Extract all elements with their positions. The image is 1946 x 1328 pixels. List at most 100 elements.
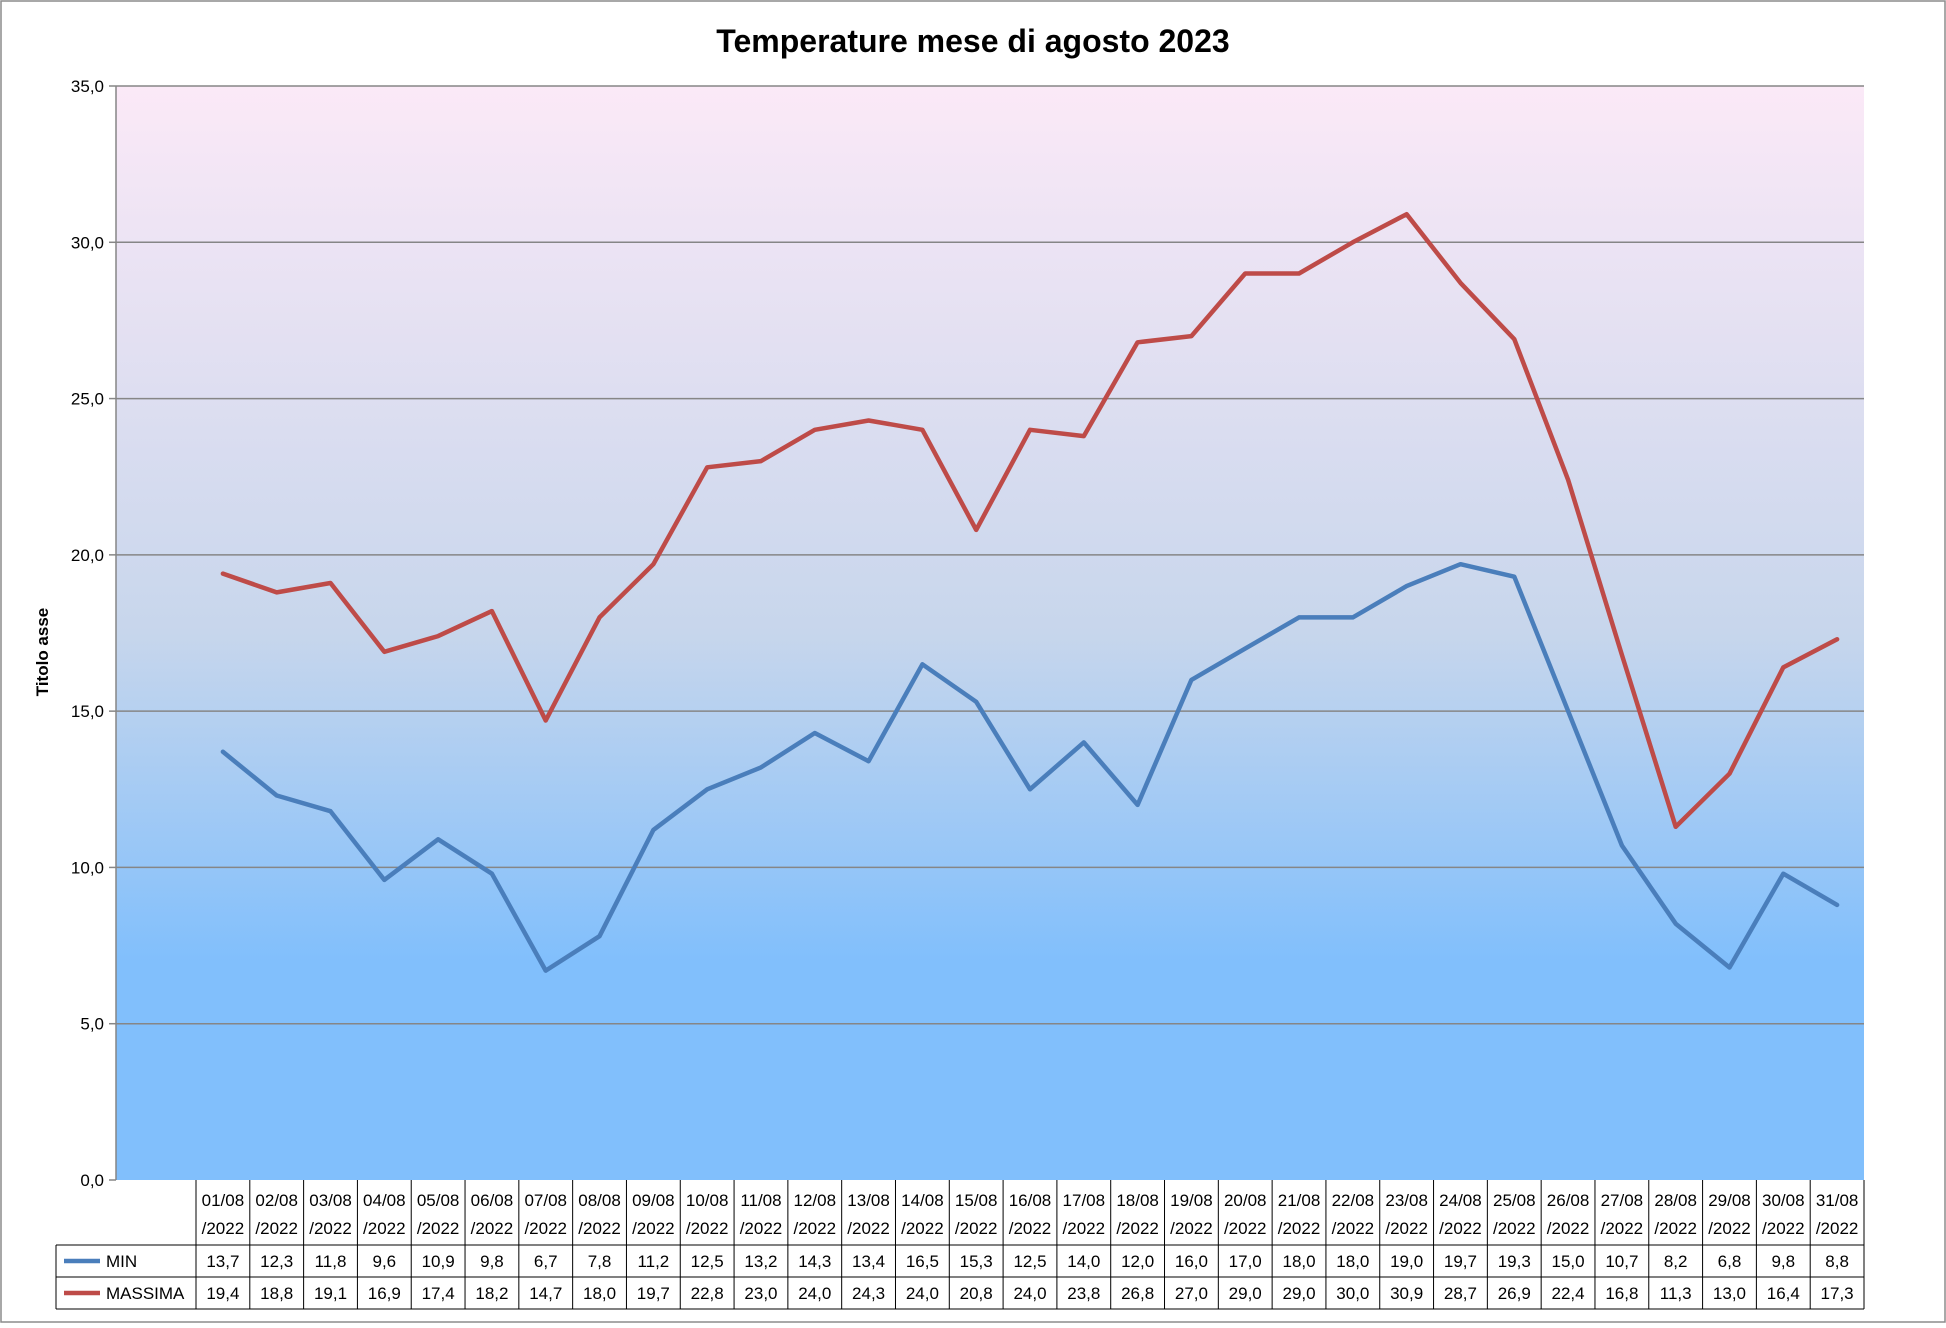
- category-label: /2022: [471, 1219, 514, 1238]
- category-label: 01/08: [202, 1191, 245, 1210]
- table-cell-value: 16,0: [1175, 1252, 1208, 1271]
- data-point-massima: [1458, 281, 1462, 285]
- category-label: /2022: [1332, 1219, 1375, 1238]
- data-point-massima: [1028, 428, 1032, 432]
- category-label: /2022: [417, 1219, 460, 1238]
- category-label: /2022: [1385, 1219, 1428, 1238]
- table-cell-value: 6,8: [1718, 1252, 1742, 1271]
- table-cell-value: 19,3: [1498, 1252, 1531, 1271]
- data-point-massima: [1405, 212, 1409, 216]
- y-tick-label: 20,0: [71, 546, 104, 565]
- table-cell-value: 12,0: [1121, 1252, 1154, 1271]
- table-cell-value: 30,0: [1336, 1284, 1369, 1303]
- table-cell-value: 13,7: [206, 1252, 239, 1271]
- category-label: /2022: [1493, 1219, 1536, 1238]
- data-point-min: [759, 765, 763, 769]
- table-cell-value: 19,1: [314, 1284, 347, 1303]
- category-label: 17/08: [1063, 1191, 1106, 1210]
- table-cell-value: 11,2: [637, 1252, 669, 1271]
- category-label: 15/08: [955, 1191, 998, 1210]
- table-cell-value: 17,0: [1229, 1252, 1262, 1271]
- data-point-min: [1620, 844, 1624, 848]
- table-cell-value: 8,2: [1664, 1252, 1688, 1271]
- table-cell-value: 26,8: [1121, 1284, 1154, 1303]
- data-point-massima: [1566, 478, 1570, 482]
- data-point-min: [1405, 584, 1409, 588]
- data-point-min: [1136, 803, 1140, 807]
- table-cell-value: 12,3: [260, 1252, 293, 1271]
- plot-area: [116, 86, 1864, 1180]
- category-label: 05/08: [417, 1191, 460, 1210]
- data-point-min: [1674, 922, 1678, 926]
- category-label: /2022: [1116, 1219, 1159, 1238]
- table-cell-value: 7,8: [588, 1252, 612, 1271]
- category-label: /2022: [255, 1219, 298, 1238]
- legend-label-min: MIN: [106, 1252, 137, 1271]
- category-label: 04/08: [363, 1191, 406, 1210]
- data-point-min: [1028, 787, 1032, 791]
- data-point-massima: [382, 650, 386, 654]
- data-point-massima: [275, 590, 279, 594]
- table-cell-value: 24,0: [798, 1284, 831, 1303]
- table-cell-value: 9,6: [373, 1252, 397, 1271]
- category-label: 06/08: [471, 1191, 514, 1210]
- y-tick-label: 5,0: [80, 1015, 104, 1034]
- table-cell-value: 10,9: [422, 1252, 455, 1271]
- category-label: /2022: [1009, 1219, 1052, 1238]
- category-label: 31/08: [1816, 1191, 1859, 1210]
- table-cell-value: 18,8: [260, 1284, 293, 1303]
- y-axis: 0,0 5,0 10,0 15,0 20,0 25,0 30,0 35,0: [71, 77, 117, 1190]
- table-cell-value: 19,4: [206, 1284, 239, 1303]
- category-label: /2022: [1762, 1219, 1805, 1238]
- table-cell-value: 17,4: [422, 1284, 455, 1303]
- category-label: 19/08: [1170, 1191, 1213, 1210]
- series-lines: [220, 211, 1840, 973]
- category-label: 12/08: [794, 1191, 837, 1210]
- data-point-massima: [867, 418, 871, 422]
- category-label: /2022: [632, 1219, 675, 1238]
- category-label: 11/08: [740, 1191, 781, 1210]
- table-cell-value: 17,3: [1821, 1284, 1854, 1303]
- category-label: 03/08: [309, 1191, 352, 1210]
- category-label: 30/08: [1762, 1191, 1805, 1210]
- table-cell-value: 16,9: [368, 1284, 401, 1303]
- data-point-massima: [490, 609, 494, 613]
- table-cell-value: 24,0: [1013, 1284, 1046, 1303]
- category-label: /2022: [1654, 1219, 1697, 1238]
- data-point-min: [867, 759, 871, 763]
- table-cell-value: 18,0: [583, 1284, 616, 1303]
- table-cell-value: 14,3: [798, 1252, 831, 1271]
- data-point-min: [1458, 562, 1462, 566]
- data-point-min: [813, 731, 817, 735]
- data-point-min: [1082, 740, 1086, 744]
- category-label: /2022: [1439, 1219, 1482, 1238]
- table-cell-value: 24,0: [906, 1284, 939, 1303]
- table-cell-value: 16,4: [1767, 1284, 1800, 1303]
- table-cell-value: 18,0: [1282, 1252, 1315, 1271]
- y-axis-title: Titolo asse: [33, 608, 52, 697]
- table-cell-value: 15,3: [960, 1252, 993, 1271]
- category-label: 20/08: [1224, 1191, 1267, 1210]
- data-point-min: [974, 700, 978, 704]
- data-point-massima: [1781, 665, 1785, 669]
- category-label: 14/08: [901, 1191, 944, 1210]
- table-cell-value: 28,7: [1444, 1284, 1477, 1303]
- category-label: /2022: [1170, 1219, 1213, 1238]
- category-label: /2022: [1816, 1219, 1859, 1238]
- data-point-massima: [1243, 272, 1247, 276]
- table-cell-value: 19,7: [1444, 1252, 1477, 1271]
- table-cell-value: 22,8: [691, 1284, 724, 1303]
- category-label: /2022: [578, 1219, 621, 1238]
- data-point-massima: [544, 719, 548, 723]
- category-label: /2022: [1547, 1219, 1590, 1238]
- data-point-massima: [813, 428, 817, 432]
- category-label: 13/08: [847, 1191, 890, 1210]
- legend-label-massima: MASSIMA: [106, 1284, 185, 1303]
- category-label: 26/08: [1547, 1191, 1590, 1210]
- data-point-min: [382, 878, 386, 882]
- category-label: 27/08: [1601, 1191, 1644, 1210]
- category-label: /2022: [740, 1219, 783, 1238]
- table-cell-value: 18,0: [1336, 1252, 1369, 1271]
- y-tick-label: 25,0: [71, 390, 104, 409]
